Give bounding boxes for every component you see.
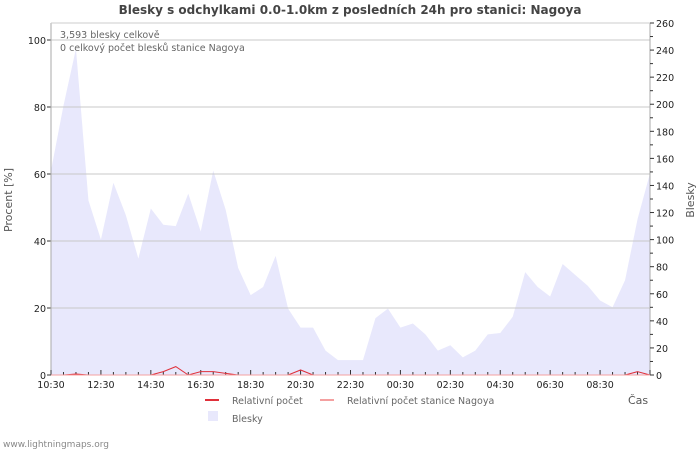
y-right-tick-label: 120 <box>656 209 674 220</box>
x-tick-label: 20:30 <box>287 380 314 391</box>
x-tick-label: 02:30 <box>437 380 464 391</box>
y-left-label: Procent [%] <box>2 168 15 232</box>
x-tick-label: 00:30 <box>387 380 414 391</box>
legend-label-station: Relativní počet stanice Nagoya <box>347 396 494 407</box>
x-tick-label: 06:30 <box>536 380 563 391</box>
y-left-tick-label: 100 <box>28 36 46 47</box>
x-tick-label: 16:30 <box>187 380 214 391</box>
y-right-tick-label: 140 <box>656 181 674 192</box>
y-right-tick-label: 180 <box>656 127 674 138</box>
x-tick-label: 18:30 <box>237 380 264 391</box>
y-right-tick-label: 20 <box>656 344 668 355</box>
legend-swatch-relative <box>205 399 219 401</box>
y-right-tick-label: 80 <box>656 263 668 274</box>
y-right-label: Blesky <box>684 182 697 218</box>
legend-label-relative: Relativní počet <box>232 396 303 407</box>
y-right-tick-label: 200 <box>656 100 674 111</box>
legend-swatch-station <box>320 399 334 401</box>
y-right-tick-label: 240 <box>656 46 674 57</box>
annotation-station: 0 celkový počet blesků stanice Nagoya <box>60 43 245 54</box>
y-right-tick-label: 160 <box>656 154 674 165</box>
y-left-tick-label: 80 <box>34 103 46 114</box>
x-axis-label: Čas <box>628 394 648 407</box>
y-right-tick-label: 100 <box>656 236 674 247</box>
x-tick-label: 14:30 <box>137 380 164 391</box>
watermark: www.lightningmaps.org <box>3 440 109 450</box>
chart-title: Blesky s odchylkami 0.0-1.0km z poslední… <box>119 3 582 17</box>
y-left-tick-label: 60 <box>34 170 46 181</box>
y-right-tick-label: 260 <box>656 19 674 30</box>
legend-label-blesky: Blesky <box>232 414 263 425</box>
y-right-tick-label: 40 <box>656 317 668 328</box>
x-tick-label: 08:30 <box>586 380 613 391</box>
x-tick-label: 22:30 <box>337 380 364 391</box>
legend-swatch-blesky <box>208 411 218 421</box>
y-left-tick-label: 0 <box>40 371 46 382</box>
y-right-tick-label: 60 <box>656 290 668 301</box>
y-left-tick-label: 40 <box>34 237 46 248</box>
x-tick-label: 04:30 <box>487 380 514 391</box>
annotation-total: 3,593 blesky celkově <box>60 30 160 41</box>
blesky-area <box>51 48 650 375</box>
x-tick-label: 12:30 <box>87 380 114 391</box>
y-left-tick-label: 20 <box>34 304 46 315</box>
x-tick-label: 10:30 <box>37 380 64 391</box>
y-right-tick-label: 0 <box>656 371 662 382</box>
legend: Relativní počet Relativní počet stanice … <box>205 396 494 425</box>
y-right-tick-label: 220 <box>656 73 674 84</box>
